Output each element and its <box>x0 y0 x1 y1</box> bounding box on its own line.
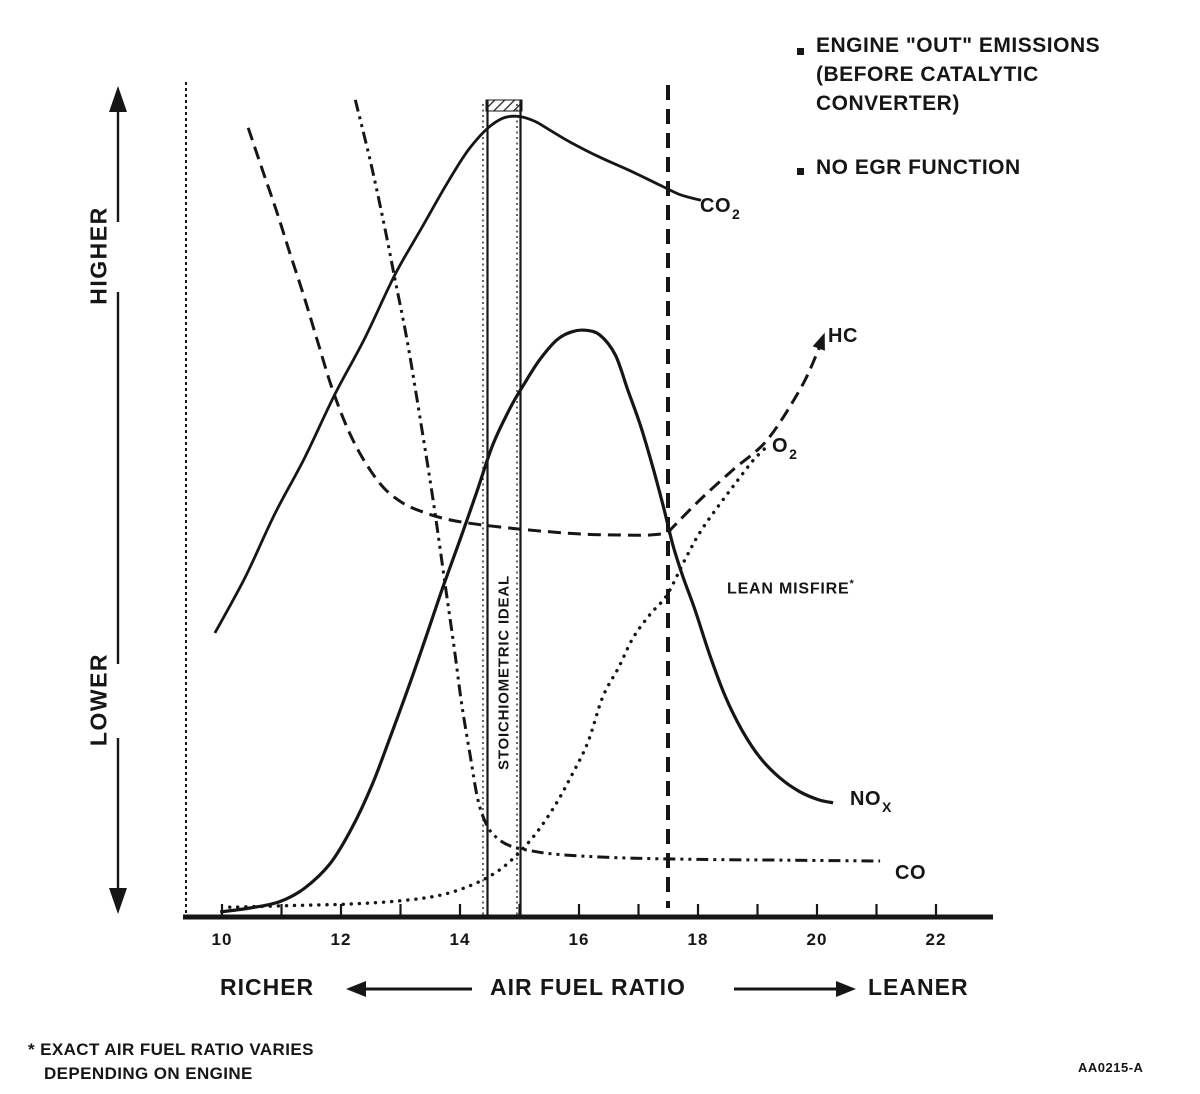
nox-curve-label: NOX <box>850 788 892 815</box>
x-tick-label-20: 20 <box>806 930 828 949</box>
footnote-line-2: DEPENDING ON ENGINE <box>44 1064 253 1083</box>
co-curve-label: CO <box>895 862 926 887</box>
lean-misfire-label: LEAN MISFIRE* <box>727 578 855 598</box>
nox-label-sub: X <box>882 799 892 815</box>
curve-hc-arrow-head <box>812 332 825 351</box>
x-tick-label-10: 10 <box>211 930 233 949</box>
legend-bullet-2 <box>797 168 804 175</box>
legend-item-engine-out: ENGINE "OUT" EMISSIONS (BEFORE CATALYTIC… <box>816 31 1100 118</box>
curve-nox <box>219 328 834 914</box>
curve-co2 <box>213 114 702 634</box>
legend-line: ENGINE "OUT" EMISSIONS <box>816 34 1101 57</box>
legend-item-no-egr: NO EGR FUNCTION <box>816 153 1021 182</box>
legend-line: (BEFORE CATALYTIC <box>816 63 1039 86</box>
x-tick-label-12: 12 <box>330 930 352 949</box>
x-tick-label-14: 14 <box>449 930 471 949</box>
x-tick-label-16: 16 <box>568 930 590 949</box>
curve-co <box>353 99 881 863</box>
x-tick-label-22: 22 <box>925 930 947 949</box>
legend-line: NO EGR FUNCTION <box>816 156 1021 179</box>
leaner-label: LEANER <box>868 974 969 1000</box>
stoich-band-hatched-cap <box>485 99 523 112</box>
co2-label-text: CO <box>700 195 731 217</box>
richer-arrow <box>346 981 472 997</box>
leaner-arrow <box>734 981 856 997</box>
y-axis-lower-label: LOWER <box>85 652 112 747</box>
co2-curve-label: CO2 <box>700 195 741 222</box>
hc-label-text: HC <box>828 325 858 347</box>
leaner-arrow-head <box>836 981 856 997</box>
y-axis-higher-label: HIGHER <box>85 206 112 305</box>
footnote-line-1: * EXACT AIR FUEL RATIO VARIES <box>28 1040 314 1059</box>
x-axis-ticks <box>220 904 938 918</box>
co2-label-sub: 2 <box>732 206 741 222</box>
stoichiometric-band <box>482 99 523 916</box>
legend-bullet-1 <box>797 48 804 55</box>
o2-label-sub: 2 <box>789 446 798 462</box>
o2-label-text: O <box>772 435 789 457</box>
lean-misfire-text: LEAN MISFIRE <box>727 580 850 598</box>
curve-hc <box>246 127 827 537</box>
o2-curve-label: O2 <box>772 435 798 462</box>
legend-line: CONVERTER) <box>816 92 960 115</box>
document-code: AA0215-A <box>1078 1060 1144 1075</box>
x-axis-title: AIR FUEL RATIO <box>490 974 686 1000</box>
emission-curves <box>213 99 881 914</box>
nox-label-text: NO <box>850 788 881 810</box>
y-arrow-head-down <box>109 888 127 914</box>
stoichiometric-ideal-label: STOICHIOMETRIC IDEAL <box>495 575 513 770</box>
richer-label: RICHER <box>220 974 315 1000</box>
lean-misfire-asterisk: * <box>849 578 855 590</box>
curve-o2 <box>228 446 767 909</box>
x-tick-label-18: 18 <box>687 930 709 949</box>
co-label-text: CO <box>895 862 926 884</box>
hc-curve-label: HC <box>828 325 858 350</box>
y-arrow-head-up <box>109 86 127 112</box>
y-direction-arrow <box>109 86 127 914</box>
richer-arrow-head <box>346 981 366 997</box>
